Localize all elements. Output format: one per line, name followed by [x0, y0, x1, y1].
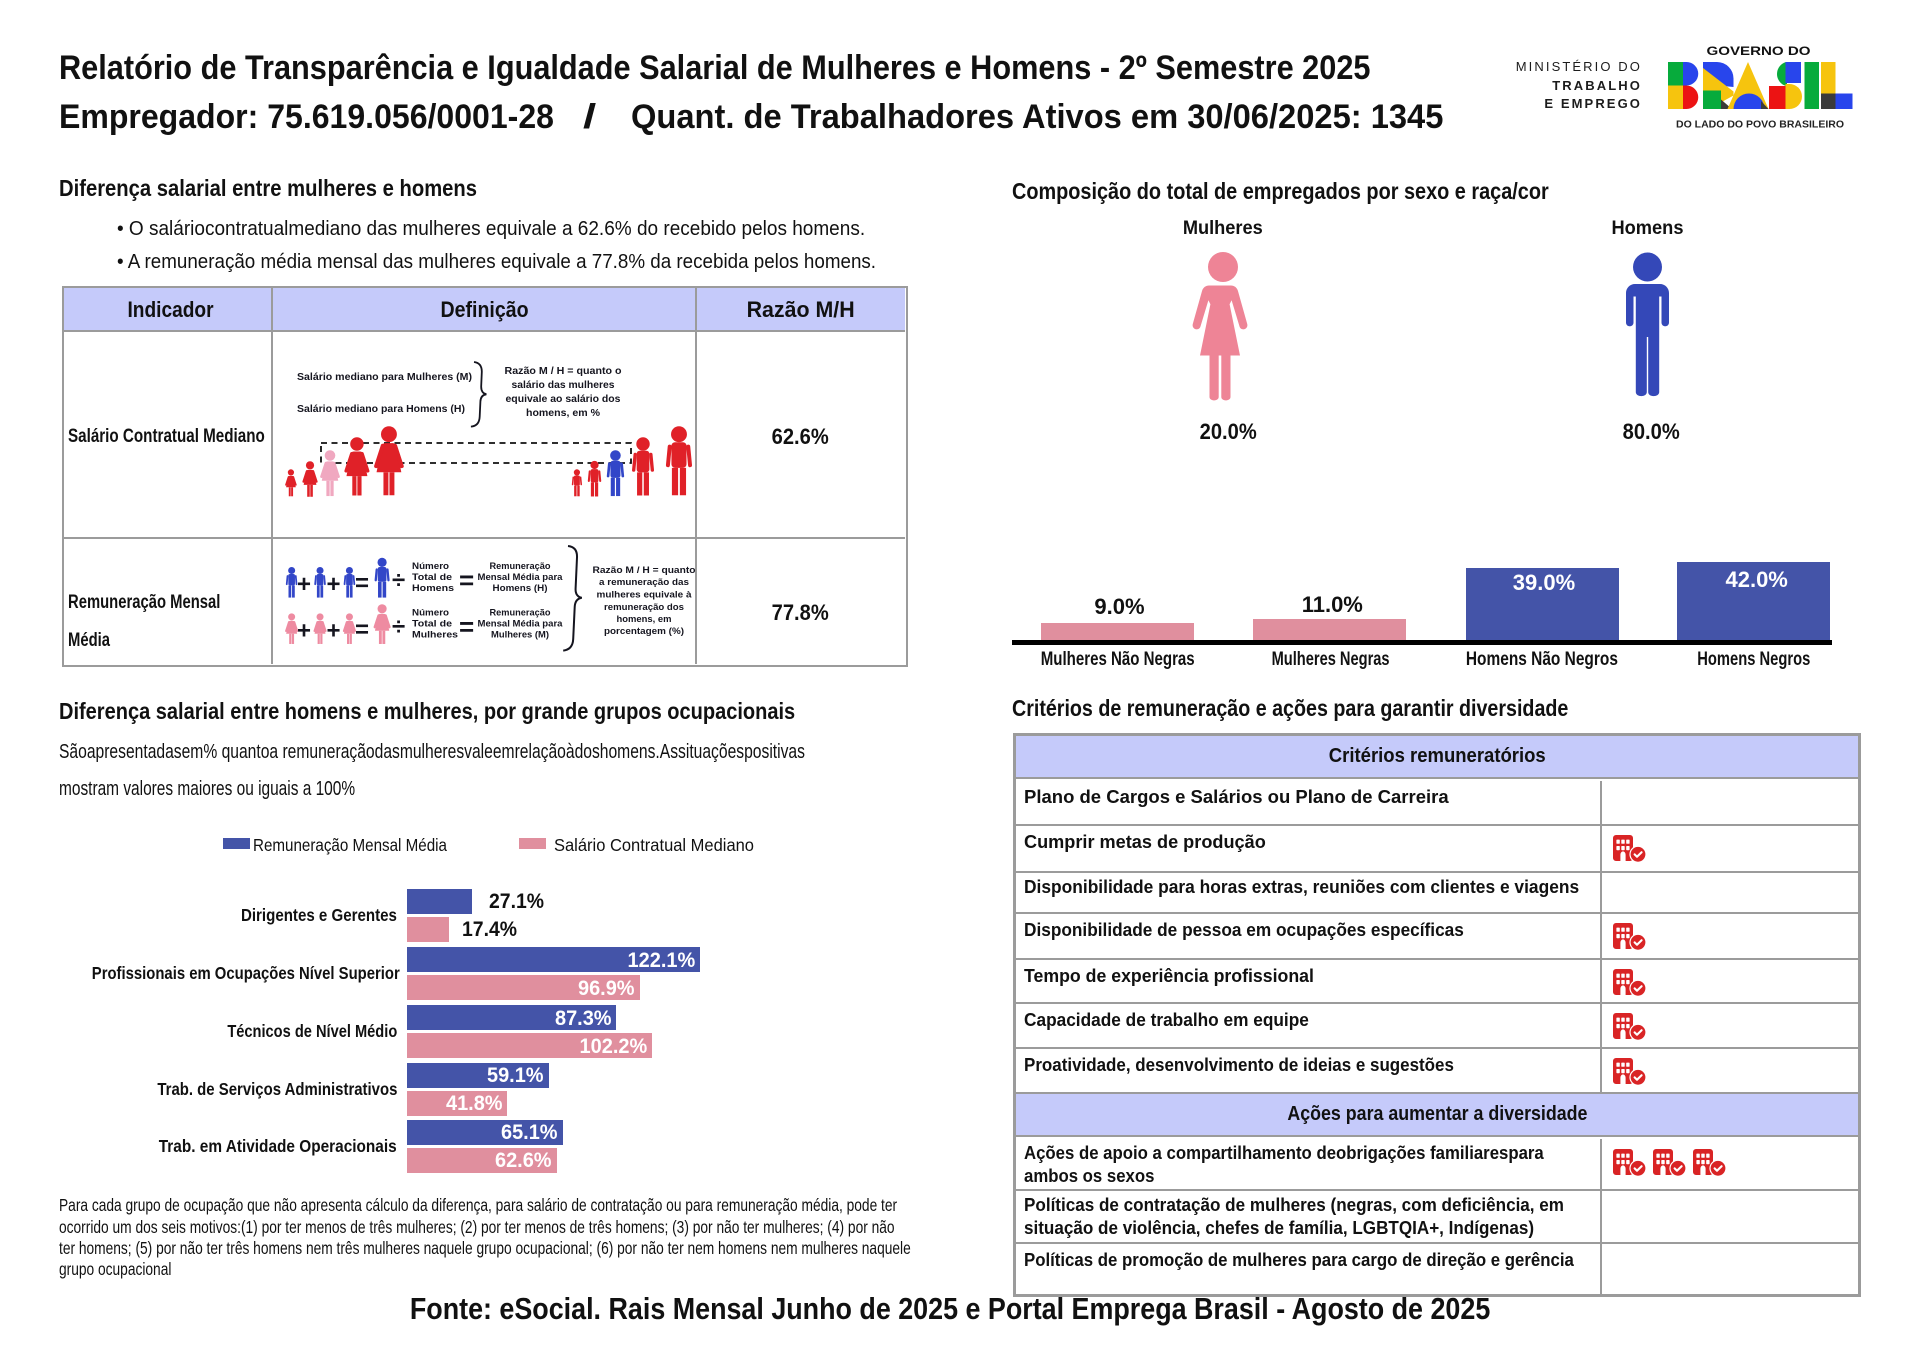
svg-text:Remuneração: Remuneração	[490, 561, 551, 572]
svg-text:Total de: Total de	[412, 618, 452, 629]
svg-text:=: =	[459, 565, 474, 595]
svg-text:Mensal Média para: Mensal Média para	[478, 618, 564, 629]
svg-text:Razão M / H = quanto o: Razão M / H = quanto o	[505, 365, 622, 377]
svg-text:GOVERNO DO: GOVERNO DO	[1707, 44, 1811, 58]
svg-text:+: +	[297, 618, 311, 645]
svg-text:porcentagem (%): porcentagem (%)	[604, 626, 684, 637]
svg-text:Mensal Média para: Mensal Média para	[478, 572, 564, 583]
svg-text:+: +	[327, 571, 341, 598]
svg-text:Salário mediano para Mulheres: Salário mediano para Mulheres (M)	[297, 371, 472, 383]
svg-text:Homens (H): Homens (H)	[493, 583, 548, 594]
svg-text:remuneração dos: remuneração dos	[604, 602, 684, 613]
svg-text:mulheres equivale à: mulheres equivale à	[597, 590, 693, 601]
svg-text:DO LADO DO POVO BRASILEIRO: DO LADO DO POVO BRASILEIRO	[1676, 120, 1844, 131]
svg-text:salário das mulheres: salário das mulheres	[512, 379, 615, 391]
svg-text:+: +	[297, 571, 311, 598]
svg-text:Remuneração: Remuneração	[490, 607, 551, 618]
svg-text:Salário mediano para Homens (H: Salário mediano para Homens (H)	[297, 403, 465, 415]
svg-text:a remuneração das: a remuneração das	[599, 577, 689, 588]
svg-text:÷: ÷	[392, 567, 405, 594]
svg-text:Número: Número	[412, 607, 449, 618]
svg-text:=: =	[355, 617, 369, 644]
svg-text:Número: Número	[412, 561, 449, 572]
svg-text:=: =	[459, 612, 474, 642]
svg-text:Mulheres (M): Mulheres (M)	[491, 629, 549, 640]
svg-text:equivale ao salário dos: equivale ao salário dos	[506, 393, 621, 405]
svg-text:=: =	[355, 570, 369, 597]
svg-text:homens, em %: homens, em %	[526, 407, 601, 419]
svg-text:÷: ÷	[392, 614, 405, 641]
svg-text:homens, em: homens, em	[617, 614, 672, 625]
svg-text:Homens: Homens	[412, 583, 454, 594]
svg-text:Total de: Total de	[412, 572, 452, 583]
svg-text:Razão M / H = quanto: Razão M / H = quanto	[593, 565, 696, 576]
svg-text:+: +	[327, 618, 341, 645]
svg-text:Mulheres: Mulheres	[412, 629, 458, 640]
